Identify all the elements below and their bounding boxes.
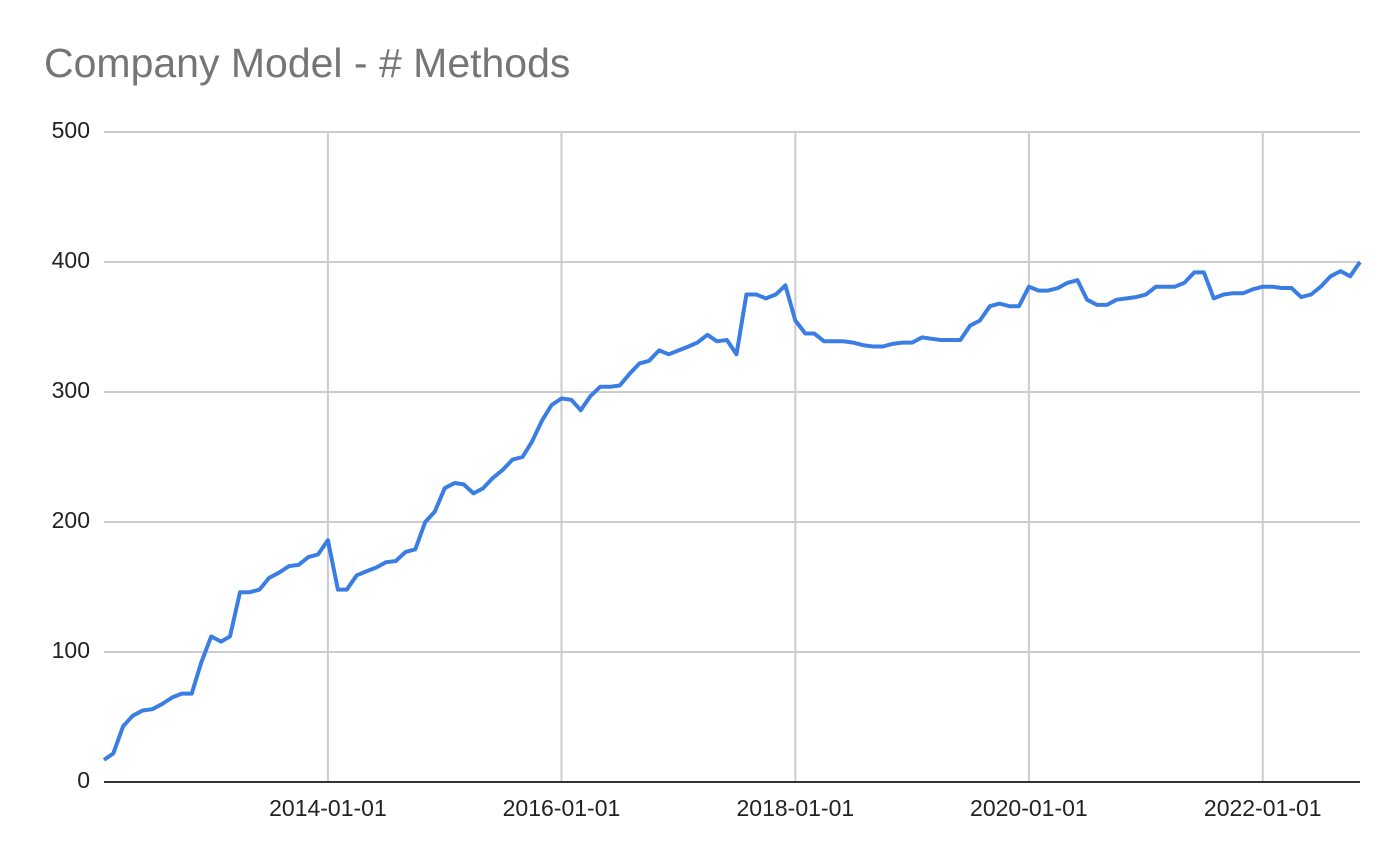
y-tick-label: 0 — [77, 767, 90, 793]
chart-title: Company Model - # Methods — [44, 40, 570, 86]
y-tick-label: 300 — [52, 377, 90, 403]
x-tick-label: 2020-01-01 — [970, 795, 1088, 821]
x-tick-label: 2014-01-01 — [269, 795, 387, 821]
y-tick-label: 200 — [52, 507, 90, 533]
x-tick-label: 2016-01-01 — [503, 795, 621, 821]
y-tick-label: 100 — [52, 637, 90, 663]
x-tick-label: 2022-01-01 — [1204, 795, 1322, 821]
series-line — [102, 260, 1362, 762]
y-tick-label: 400 — [52, 247, 90, 273]
y-tick-label: 500 — [52, 117, 90, 143]
x-tick-label: 2018-01-01 — [737, 795, 855, 821]
